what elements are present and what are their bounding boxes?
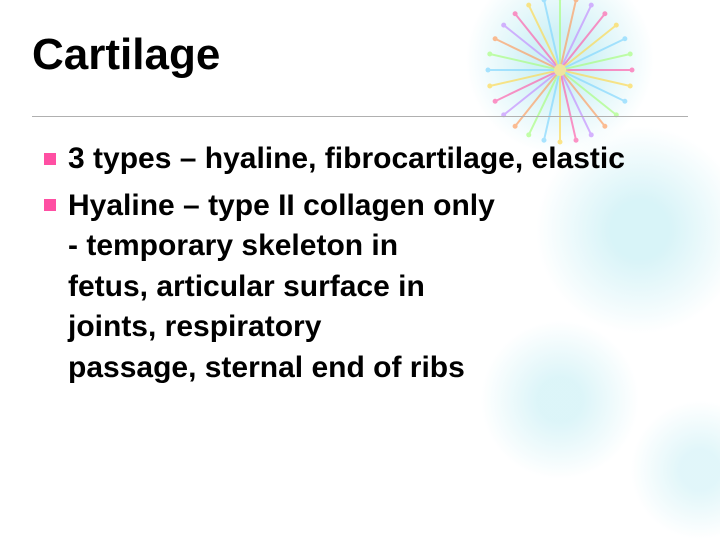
bullet-item: 3 types – hyaline, fibrocartilage, elast… <box>40 139 680 180</box>
bullet-item: Hyaline – type II collagen only - tempor… <box>40 186 680 389</box>
bullet-text: Hyaline – type II collagen only - tempor… <box>68 189 495 384</box>
slide-content: Cartilage 3 types – hyaline, fibrocartil… <box>0 0 720 388</box>
bullet-text: 3 types – hyaline, fibrocartilage, elast… <box>68 142 625 175</box>
slide-title: Cartilage <box>32 30 688 80</box>
bg-glow <box>630 400 720 540</box>
bullet-list: 3 types – hyaline, fibrocartilage, elast… <box>32 139 688 388</box>
title-rule <box>32 116 688 117</box>
